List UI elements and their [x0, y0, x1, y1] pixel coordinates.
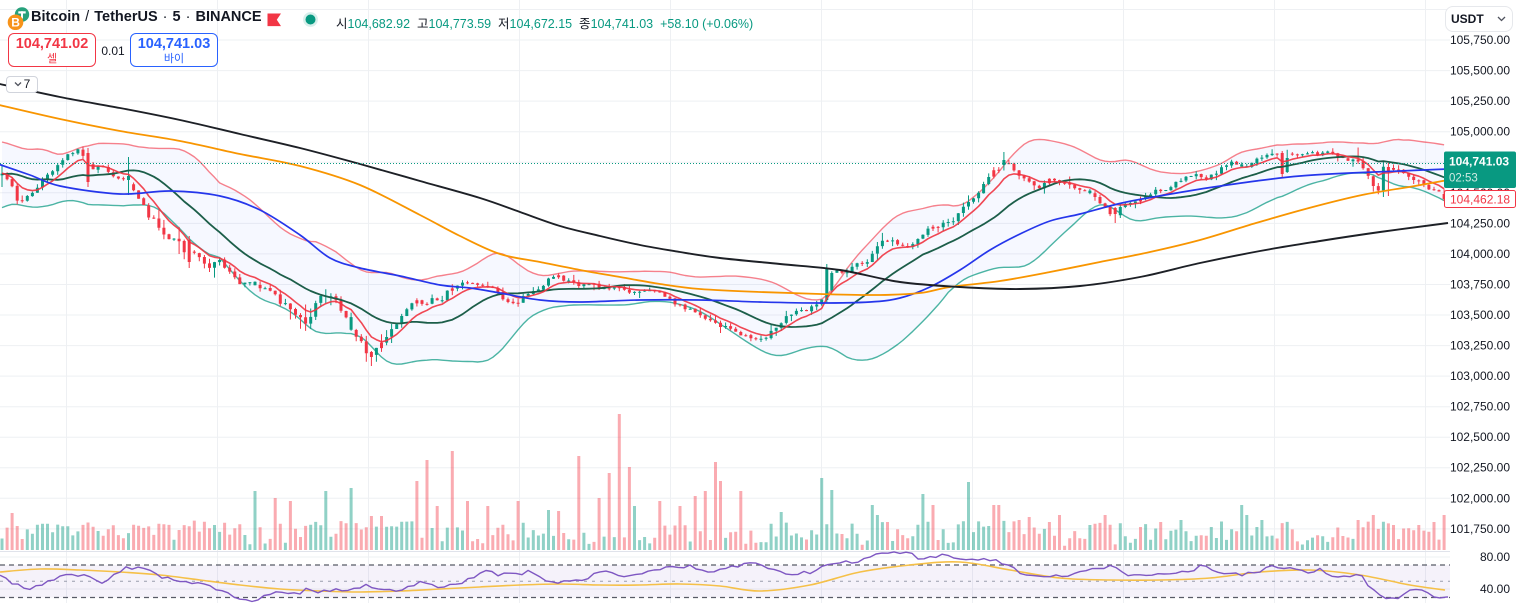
svg-text:104,000.00: 104,000.00 [1450, 247, 1510, 261]
svg-text:104,462.18: 104,462.18 [1450, 193, 1510, 207]
svg-text:80.00: 80.00 [1480, 550, 1510, 564]
svg-text:102,750.00: 102,750.00 [1450, 400, 1510, 414]
svg-text:105,000.00: 105,000.00 [1450, 125, 1510, 139]
svg-text:101,750.00: 101,750.00 [1450, 522, 1510, 536]
svg-text:102,000.00: 102,000.00 [1450, 491, 1510, 505]
svg-text:102,500.00: 102,500.00 [1450, 430, 1510, 444]
svg-text:103,250.00: 103,250.00 [1450, 339, 1510, 353]
svg-text:102,250.00: 102,250.00 [1450, 461, 1510, 475]
svg-text:103,500.00: 103,500.00 [1450, 308, 1510, 322]
svg-text:103,750.00: 103,750.00 [1450, 277, 1510, 291]
svg-text:105,250.00: 105,250.00 [1450, 94, 1510, 108]
svg-text:B: B [11, 16, 20, 30]
svg-text:104,741.03: 104,741.03 [1449, 155, 1509, 169]
svg-text:103,000.00: 103,000.00 [1450, 369, 1510, 383]
svg-text:104,250.00: 104,250.00 [1450, 216, 1510, 230]
svg-text:105,750.00: 105,750.00 [1450, 33, 1510, 47]
svg-text:105,500.00: 105,500.00 [1450, 64, 1510, 78]
svg-text:02:53: 02:53 [1449, 173, 1478, 185]
svg-text:40.00: 40.00 [1480, 582, 1510, 596]
